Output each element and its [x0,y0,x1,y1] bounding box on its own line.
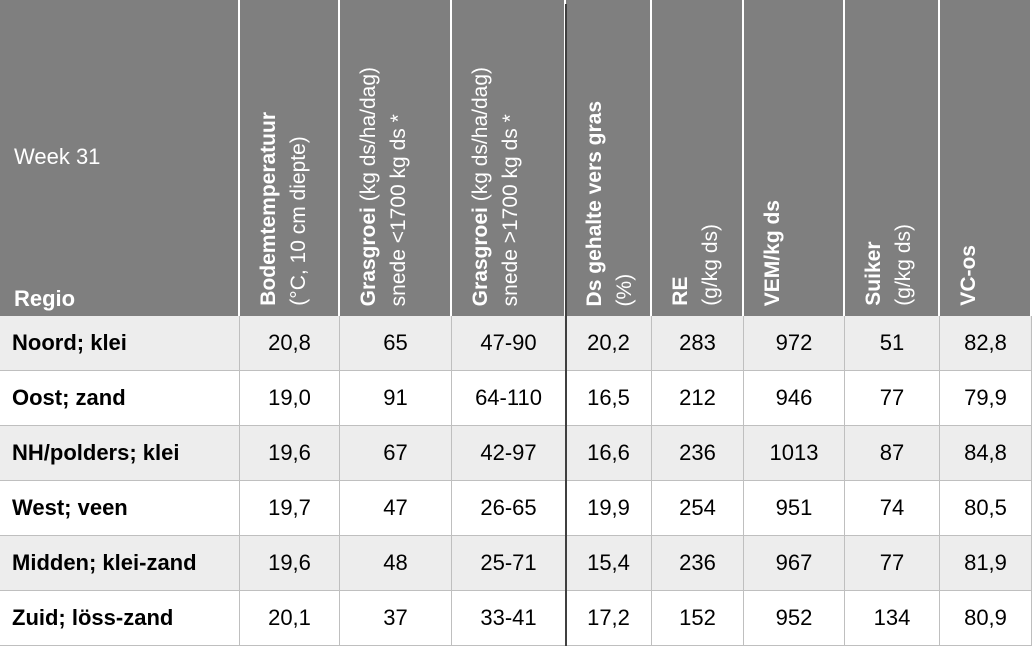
value-cell: 80,5 [940,481,1032,536]
column-subtitle: (%) [613,273,636,306]
value-cell: 951 [744,481,845,536]
header-cell: RE (g/kg ds) [652,0,744,316]
value-cell: 17,2 [566,591,652,646]
value-cell: 16,6 [566,426,652,481]
value-cell: 20,8 [240,316,340,371]
value-cell: 64-110 [452,371,566,426]
header-line: Grasgroei (kg ds/ha/dag) [354,67,384,306]
value-cell: 1013 [744,426,845,481]
header-cell: Grasgroei (kg ds/ha/dag) snede >1700 kg d… [452,0,566,316]
column-header: VEM/kg ds [758,200,788,306]
column-subtitle: (g/kg ds) [892,224,915,306]
value-cell: 15,4 [566,536,652,591]
value-cell: 19,7 [240,481,340,536]
header-line: RE [666,224,696,306]
value-cell: 33-41 [452,591,566,646]
header-line: Grasgroei (kg ds/ha/dag) [466,67,496,306]
header-line: Suiker [859,224,889,306]
column-header: Suiker (g/kg ds) [859,224,919,306]
column-subtitle: (°C, 10 cm diepte) [287,136,310,306]
column-header: VC-os [954,245,984,306]
value-cell: 84,8 [940,426,1032,481]
value-cell: 81,9 [940,536,1032,591]
column-header: RE (g/kg ds) [666,224,726,306]
value-cell: 79,9 [940,371,1032,426]
column-title: VEM/kg ds [761,199,784,306]
column-title: Grasgroei [469,206,492,306]
value-cell: 212 [652,371,744,426]
value-cell: 19,9 [566,481,652,536]
value-cell: 87 [845,426,940,481]
column-subtitle: (g/kg ds) [699,224,722,306]
region-cell: Noord; klei [0,316,240,371]
region-cell: West; veen [0,481,240,536]
value-cell: 65 [340,316,452,371]
column-header: Grasgroei (kg ds/ha/dag) snede <1700 kg d… [354,67,414,306]
value-cell: 91 [340,371,452,426]
value-cell: 48 [340,536,452,591]
value-cell: 47-90 [452,316,566,371]
header-cell: Bodemtemperatuur (°C, 10 cm diepte) [240,0,340,316]
header-cell: Week 31 Regio [0,0,240,316]
header-line: VEM/kg ds [758,200,788,306]
column-title: RE [669,276,692,306]
column-title: VC-os [957,245,980,306]
region-cell: NH/polders; klei [0,426,240,481]
column-header: Bodemtemperatuur (°C, 10 cm diepte) [254,112,314,306]
value-cell: 51 [845,316,940,371]
value-cell: 254 [652,481,744,536]
value-cell: 152 [652,591,744,646]
region-cell: Midden; klei-zand [0,536,240,591]
value-cell: 236 [652,426,744,481]
separator [565,4,567,646]
value-cell: 946 [744,371,845,426]
region-cell: Oost; zand [0,371,240,426]
column-subtitle: snede >1700 kg ds * [499,113,522,306]
value-cell: 967 [744,536,845,591]
value-cell: 26-65 [452,481,566,536]
column-subtitle: snede <1700 kg ds * [387,113,410,306]
header-cell: VC-os [940,0,1032,316]
value-cell: 134 [845,591,940,646]
value-cell: 283 [652,316,744,371]
value-cell: 16,5 [566,371,652,426]
value-cell: 19,6 [240,426,340,481]
value-cell: 77 [845,536,940,591]
value-cell: 82,8 [940,316,1032,371]
value-cell: 42-97 [452,426,566,481]
column-title: Grasgroei [357,206,380,306]
value-cell: 47 [340,481,452,536]
header-cell: Suiker (g/kg ds) [845,0,940,316]
week-label: Week 31 [14,144,101,169]
value-cell: 77 [845,371,940,426]
value-cell: 952 [744,591,845,646]
header-line: Ds gehalte vers gras [580,101,610,306]
column-unit: (kg ds/ha/dag) [357,66,380,201]
value-cell: 20,1 [240,591,340,646]
header-cell: Grasgroei (kg ds/ha/dag) snede <1700 kg d… [340,0,452,316]
header-cell: Ds gehalte vers gras (%) [566,0,652,316]
value-cell: 236 [652,536,744,591]
header-line: VC-os [954,245,984,306]
region-cell: Zuid; löss-zand [0,591,240,646]
column-title: Ds gehalte vers gras [583,100,606,306]
value-cell: 19,0 [240,371,340,426]
value-cell: 972 [744,316,845,371]
value-cell: 74 [845,481,940,536]
value-cell: 67 [340,426,452,481]
column-unit: (kg ds/ha/dag) [469,66,492,201]
value-cell: 25-71 [452,536,566,591]
value-cell: 19,6 [240,536,340,591]
value-cell: 80,9 [940,591,1032,646]
header-line: Bodemtemperatuur [254,112,284,306]
value-cell: 37 [340,591,452,646]
column-header: Grasgroei (kg ds/ha/dag) snede >1700 kg d… [466,67,526,306]
value-cell: 20,2 [566,316,652,371]
region-label: Regio [14,286,76,311]
column-title: Bodemtemperatuur [257,112,280,306]
column-title: Suiker [862,241,885,306]
column-header: Ds gehalte vers gras (%) [580,101,640,306]
header-cell: VEM/kg ds [744,0,845,316]
